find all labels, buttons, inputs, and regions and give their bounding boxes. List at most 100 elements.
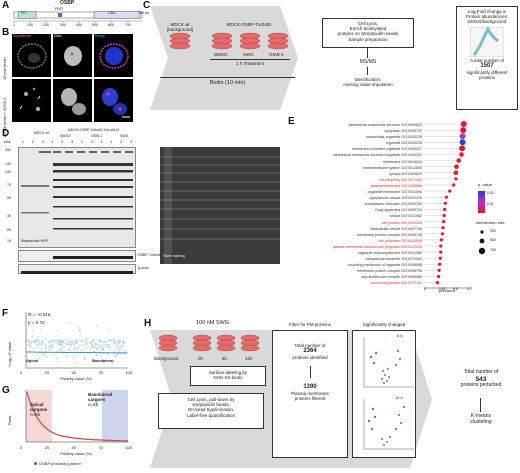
h-final-text: proteins perturbed <box>460 382 502 389</box>
f-point <box>76 349 78 351</box>
biotin-bracket <box>160 76 295 78</box>
osbp-title: OSBP <box>60 0 75 6</box>
f-point <box>119 340 121 342</box>
f-point <box>31 335 34 338</box>
axis-tick-100: 100 <box>27 23 33 27</box>
go-dot <box>456 158 462 163</box>
streptavidin-blot: Streptavidin-HRP <box>18 147 136 248</box>
lane-1: 1 <box>22 140 24 144</box>
f-point <box>57 329 59 331</box>
f-point <box>33 341 36 343</box>
f-point <box>83 340 85 342</box>
go-dot <box>448 189 452 193</box>
f-point <box>99 341 101 344</box>
f-point <box>116 353 119 355</box>
h-treatment: 100 nM SWG <box>196 320 230 326</box>
go-dot <box>435 281 440 285</box>
go-term-label: vesicle GO:0031982 <box>389 214 422 219</box>
h-final-num: 543 <box>475 375 487 383</box>
go-term-label: membrane GO:0016020 <box>383 159 422 164</box>
rank-plot <box>25 390 129 443</box>
blot2-label: OSBP-TurboID-HA <box>138 253 168 257</box>
lane-8: 2 <box>90 140 93 144</box>
f-point <box>119 347 122 350</box>
f-point <box>54 341 56 343</box>
f-point <box>42 354 45 356</box>
go-term-label: endomembrane system GO:0012505 <box>362 165 422 170</box>
axis-tick-300: 300 <box>60 23 66 27</box>
panel-label-d: D <box>2 128 10 139</box>
marker-25: 25 <box>7 228 11 232</box>
total-text-line1: A total number of <box>469 57 505 63</box>
f-xtick-75: 75 <box>98 370 103 375</box>
e-x-tick: 0.25 <box>439 287 446 290</box>
f-point <box>84 339 87 342</box>
micrograph-dna-biotin: DNA <box>53 34 92 77</box>
f-point <box>69 321 71 324</box>
f-point <box>115 340 117 342</box>
f-point <box>116 345 118 347</box>
treatment-bracket <box>210 58 290 60</box>
f-point <box>59 340 61 342</box>
f-point <box>38 357 41 359</box>
legend-p-colorbar <box>478 191 485 213</box>
g-xtick-25: 25 <box>44 445 50 450</box>
f-point <box>58 360 60 362</box>
f-point <box>81 349 84 351</box>
row1-label: 10 min biotin <box>2 57 7 80</box>
legend-p-tick-001: 0.01 <box>487 202 494 206</box>
f-point <box>44 338 47 340</box>
e-x-tick: 0.5 <box>453 287 458 290</box>
f-point <box>98 345 100 348</box>
f-point <box>95 348 98 351</box>
f-point <box>64 342 67 345</box>
f-point <box>29 345 31 347</box>
g-apical-n: n=86 <box>30 412 41 418</box>
g-axes <box>25 390 128 443</box>
h-lysis-line3: On-bead trypsinization, <box>187 407 235 413</box>
go-dot <box>439 244 443 248</box>
f-point <box>92 339 95 341</box>
f-point <box>59 349 61 351</box>
g-ylabel: Rank <box>7 415 12 425</box>
f-point <box>93 341 95 344</box>
mdck-wt-sub: (background) <box>166 27 194 33</box>
legend-size-500: 500 <box>490 238 496 242</box>
micrograph-merge-biotin: Merge <box>94 34 133 77</box>
f-point <box>66 355 68 358</box>
identification-label: Identification, missing value imputation <box>325 77 411 87</box>
f-point <box>69 349 72 352</box>
channel-label-dna: DNA <box>54 34 62 38</box>
f-point <box>74 354 76 356</box>
f-point <box>77 339 79 342</box>
g-xtick-75: 75 <box>98 445 103 450</box>
go-term-label: cell projection GO:0042995 <box>378 238 422 243</box>
f-point <box>60 341 63 343</box>
go-term-label: intracellular vesicle GO:0097708 <box>370 226 422 231</box>
f-point <box>75 342 78 345</box>
f-point <box>48 341 51 343</box>
g-baso-line1: Basolateral <box>88 392 113 397</box>
f-point <box>118 351 120 353</box>
g-xlabel: Polarity value (%) <box>60 451 92 456</box>
panel-label-e: E <box>288 116 295 127</box>
go-dot <box>439 250 443 254</box>
f-xlabel: Polarity value (%) <box>60 376 92 381</box>
f-point <box>105 345 107 348</box>
f-point <box>112 341 115 343</box>
lysis-step-box: Cell Lysis, Enrich biotinylated proteins… <box>322 18 414 48</box>
f-point <box>102 361 105 364</box>
mdck-wt-title: MDCK wt <box>170 22 190 27</box>
aa-length: 785 aa <box>138 11 149 15</box>
header-turbo: MDCK-OSBP-TurboID-HA c#612 <box>68 128 120 132</box>
legend-dot-icon <box>34 462 37 465</box>
g-apical-region <box>26 390 52 442</box>
go-dot <box>453 170 459 176</box>
f-point <box>34 339 37 342</box>
f-point <box>120 345 122 347</box>
f-point <box>105 341 107 343</box>
f-point <box>84 358 86 360</box>
f-point <box>86 341 89 344</box>
f-point <box>43 322 46 324</box>
f-point <box>80 340 83 343</box>
